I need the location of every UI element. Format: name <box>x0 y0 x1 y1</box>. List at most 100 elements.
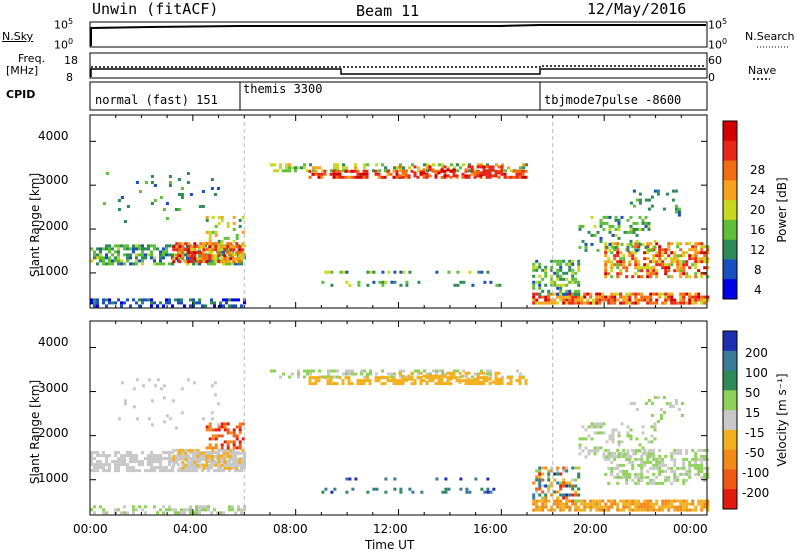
data-cell <box>108 247 111 251</box>
data-cell <box>676 466 680 470</box>
data-cell <box>679 466 683 470</box>
data-cell <box>279 166 282 170</box>
data-cell <box>232 463 236 467</box>
data-cell <box>180 469 183 473</box>
data-cell <box>220 454 224 458</box>
data-cell <box>384 166 387 170</box>
data-cell <box>235 457 239 461</box>
data-cell <box>652 257 656 261</box>
data-cell <box>547 292 551 296</box>
data-cell <box>644 402 648 405</box>
data-cell <box>172 448 176 452</box>
data-cell <box>226 242 230 246</box>
data-cell <box>120 454 123 458</box>
data-cell <box>494 172 498 176</box>
data-cell <box>488 377 492 381</box>
data-cell <box>694 298 698 302</box>
data-cell <box>223 245 227 249</box>
data-cell <box>604 269 608 273</box>
data-cell <box>228 460 231 464</box>
data-cell <box>229 251 233 255</box>
data-cell <box>235 466 239 470</box>
data-cell <box>220 425 224 429</box>
data-cell <box>338 175 342 179</box>
data-cell <box>214 230 218 234</box>
data-cell <box>571 271 575 275</box>
data-cell <box>655 499 659 503</box>
data-cell <box>544 274 548 278</box>
data-cell <box>571 277 575 281</box>
data-cell <box>489 372 492 376</box>
data-cell <box>189 298 192 302</box>
data-cell <box>593 425 597 429</box>
data-cell <box>135 460 138 464</box>
data-cell <box>345 490 349 494</box>
colorbar-swatch <box>723 160 737 181</box>
data-cell <box>459 477 463 481</box>
data-cell <box>650 204 654 208</box>
data-cell <box>628 260 632 264</box>
data-cell <box>105 172 109 175</box>
data-cell <box>668 405 672 408</box>
data-cell <box>214 242 218 246</box>
data-cell <box>226 260 230 264</box>
data-cell <box>190 254 194 258</box>
data-cell <box>147 417 151 421</box>
data-cell <box>399 490 403 494</box>
data-cell <box>661 457 665 461</box>
data-cell <box>541 496 545 500</box>
data-cell <box>217 248 221 252</box>
data-cell <box>380 175 384 179</box>
data-cell <box>646 460 650 464</box>
data-cell <box>196 260 200 264</box>
data-cell <box>306 169 309 173</box>
data-cell <box>363 166 366 170</box>
data-cell <box>153 460 156 464</box>
data-cell <box>659 414 663 417</box>
data-cell <box>647 452 651 456</box>
data-cell <box>429 372 432 376</box>
data-cell <box>452 174 456 178</box>
data-cell <box>565 271 569 275</box>
data-cell <box>150 463 153 467</box>
data-cell <box>647 248 651 252</box>
data-cell <box>622 301 626 305</box>
data-cell <box>324 487 328 491</box>
data-cell <box>456 270 460 274</box>
data-cell <box>90 460 93 464</box>
data-cell <box>506 382 510 386</box>
data-cell <box>559 295 563 299</box>
data-cell <box>168 508 171 512</box>
data-cell <box>410 376 414 380</box>
data-cell <box>419 377 423 381</box>
data-cell <box>431 168 435 172</box>
data-cell <box>366 270 370 274</box>
data-cell <box>440 374 444 378</box>
data-cell <box>336 369 339 373</box>
data-cell <box>235 425 239 429</box>
data-cell <box>596 449 600 453</box>
data-cell <box>613 466 617 470</box>
data-cell <box>147 298 150 302</box>
data-cell <box>220 245 224 249</box>
velocity-ytick-2000: 2000 <box>38 426 69 440</box>
data-cell <box>646 272 650 276</box>
data-cell <box>670 298 674 302</box>
data-cell <box>120 460 123 464</box>
data-cell <box>241 254 245 258</box>
data-cell <box>646 242 650 246</box>
data-cell <box>208 257 212 261</box>
data-cell <box>96 304 99 308</box>
power-ytick-3000: 3000 <box>38 173 69 187</box>
data-cell <box>172 457 176 461</box>
data-cell <box>150 181 154 184</box>
data-cell <box>372 487 376 491</box>
data-cell <box>312 166 315 170</box>
data-cell <box>635 449 639 453</box>
colorbar-swatch <box>723 469 737 490</box>
data-cell <box>592 301 596 305</box>
data-cell <box>389 379 393 383</box>
nsky-label: N.Sky <box>2 30 34 43</box>
data-cell <box>234 511 237 515</box>
